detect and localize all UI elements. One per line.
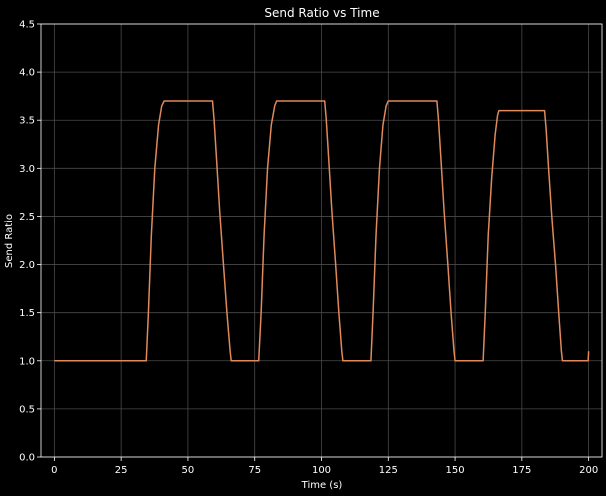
y-tick-label: 0.0 xyxy=(19,453,35,464)
x-tick-label: 100 xyxy=(312,465,331,476)
y-tick-label: 3.0 xyxy=(19,164,35,175)
y-axis-label: Send Ratio xyxy=(4,214,15,268)
send-ratio-series-line xyxy=(54,100,590,362)
y-tick-label: 2.5 xyxy=(19,212,35,223)
x-tick-label: 150 xyxy=(446,465,465,476)
x-tick-label: 75 xyxy=(248,465,261,476)
chart-title: Send Ratio vs Time xyxy=(264,6,379,20)
x-tick-label: 50 xyxy=(182,465,195,476)
y-tick-label: 3.5 xyxy=(19,116,35,127)
x-tick-label: 200 xyxy=(579,465,598,476)
y-tick-label: 0.5 xyxy=(19,404,35,415)
axes: 0 25 50 75 100 125 150 175 200 0.0 0.5 1.0 1.5 2.0 2.5… xyxy=(19,20,598,477)
series-layer xyxy=(54,100,590,362)
x-tick-label: 175 xyxy=(512,465,531,476)
y-tick-label: 1.0 xyxy=(19,356,35,367)
y-tick-label: 1.5 xyxy=(19,308,35,319)
y-tick-label: 4.5 xyxy=(19,20,35,31)
x-tick-label: 125 xyxy=(379,465,398,476)
x-tick-label: 25 xyxy=(115,465,128,476)
y-tick-label: 2.0 xyxy=(19,260,35,271)
plot-frame xyxy=(40,23,603,458)
x-axis-label: Time (s) xyxy=(301,480,343,491)
y-tick-label: 4.0 xyxy=(19,68,35,79)
x-tick-label: 0 xyxy=(51,465,57,476)
